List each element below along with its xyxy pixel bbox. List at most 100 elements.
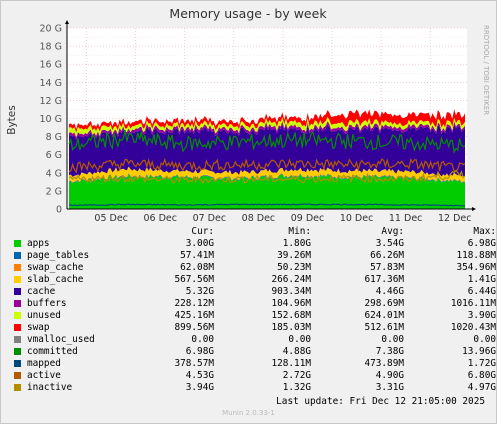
min-value: 104.96M	[271, 298, 311, 309]
y-tick-label: 14 G	[40, 78, 62, 89]
y-tick-label: 20 G	[40, 24, 62, 35]
min-value: 152.68M	[271, 310, 311, 321]
min-value: 50.23M	[277, 262, 311, 273]
legend-row-vmalloc-used: vmalloc_used 0.00 0.00 0.00 0.00	[14, 334, 496, 346]
x-tick-label: 12 Dec	[438, 213, 472, 224]
y-tick-label: 0	[56, 205, 62, 216]
legend-row-slab-cache: slab_cache 567.56M 266.24M 617.36M 1.41G	[14, 274, 496, 286]
cur-value: 899.56M	[174, 322, 214, 333]
x-tick-label: 06 Dec	[144, 213, 178, 224]
avg-value: 66.26M	[370, 250, 404, 261]
min-value: 1.32G	[282, 382, 311, 393]
line-active	[68, 157, 466, 174]
y-tick-labels: 0 2 G 4 G 6 G 8 G 10 G 12 G 14 G 16 G 18 G 20 G	[40, 24, 62, 216]
y-tick-label: 8 G	[46, 132, 62, 143]
legend-row-cache: cache 5.32G 903.34M 4.46G 6.44G	[14, 286, 496, 298]
avg-value: 7.38G	[375, 346, 404, 357]
avg-value: 3.54G	[375, 238, 404, 249]
series-name: unused	[27, 310, 61, 321]
area-apps	[69, 173, 465, 209]
y-axis-arrow	[65, 20, 69, 24]
legend-row-swap-cache: swap_cache 62.08M 50.23M 57.83M 354.96M	[14, 262, 496, 274]
cur-value: 6.98G	[185, 346, 214, 357]
line-committed	[68, 129, 466, 154]
cur-value: 425.16M	[174, 310, 214, 321]
y-tick-label: 10 G	[40, 114, 62, 125]
legend-header: Cur: Min: Avg: Max:	[14, 226, 496, 238]
series-name: slab_cache	[27, 274, 84, 285]
max-value: 118.88M	[456, 250, 496, 261]
max-value: 1016.11M	[450, 298, 496, 309]
line-mapped	[68, 203, 466, 207]
line-inactive	[68, 169, 466, 185]
series-name: page_tables	[27, 250, 90, 261]
x-tick-label: 09 Dec	[291, 213, 325, 224]
x-tick-labels: 05 Dec 06 Dec 07 Dec 08 Dec 09 Dec 10 Dec 11 D…	[94, 213, 471, 224]
legend-row-mapped: mapped 378.57M 128.11M 473.89M 1.72G	[14, 358, 496, 370]
min-value: 266.24M	[271, 274, 311, 285]
series-name: active	[27, 370, 61, 381]
x-tick-label: 05 Dec	[94, 213, 128, 224]
swatch	[14, 324, 21, 331]
min-value: 2.72G	[282, 370, 311, 381]
legend-row-apps: apps 3.00G 1.80G 3.54G 6.98G	[14, 238, 496, 250]
legend-row-active: active 4.53G 2.72G 4.90G 6.80G	[14, 370, 496, 382]
min-value: 4.88G	[282, 346, 311, 357]
legend-row-swap: swap 899.56M 185.03M 512.61M 1020.43M	[14, 322, 496, 334]
series-name: committed	[27, 346, 78, 357]
swatch	[14, 264, 21, 271]
max-value: 4.97G	[467, 382, 496, 393]
area-unused	[69, 116, 465, 138]
max-value: 6.44G	[467, 286, 496, 297]
y-tick-label: 12 G	[40, 96, 62, 107]
area-swap	[69, 109, 465, 133]
max-value: 13.96G	[462, 346, 496, 357]
series-name: swap_cache	[27, 262, 84, 273]
y-tick-label: 6 G	[46, 150, 62, 161]
area-buffers	[69, 121, 465, 140]
avg-value: 4.46G	[375, 286, 404, 297]
avg-value: 57.83M	[370, 262, 404, 273]
y-tick-label: 16 G	[40, 60, 62, 71]
series-name: inactive	[27, 382, 73, 393]
avg-value: 617.36M	[364, 274, 404, 285]
swatch	[14, 348, 21, 355]
avg-value: 624.01M	[364, 310, 404, 321]
max-value: 1.41G	[467, 274, 496, 285]
avg-value: 473.89M	[364, 358, 404, 369]
legend-row-unused: unused 425.16M 152.68M 624.01M 3.90G	[14, 310, 496, 322]
series-name: mapped	[27, 358, 61, 369]
swatch	[14, 384, 21, 391]
avg-value: 512.61M	[364, 322, 404, 333]
cur-value: 3.94G	[185, 382, 214, 393]
cur-value: 57.41M	[180, 250, 214, 261]
max-value: 3.90G	[467, 310, 496, 321]
y-axis-label: Bytes	[6, 105, 18, 134]
legend-row-inactive: inactive 3.94G 1.32G 3.31G 4.97G	[14, 382, 496, 394]
avg-value: 3.31G	[375, 382, 404, 393]
cur-value: 4.53G	[185, 370, 214, 381]
swatch	[14, 252, 21, 259]
cur-value: 567.56M	[174, 274, 214, 285]
avg-value: 4.90G	[375, 370, 404, 381]
max-value: 354.96M	[456, 262, 496, 273]
cur-value: 228.12M	[174, 298, 214, 309]
max-value: 0.00	[473, 334, 496, 345]
y-tick-label: 18 G	[40, 42, 62, 53]
header-cur: Cur:	[191, 226, 214, 237]
cur-value: 378.57M	[174, 358, 214, 369]
series-name: apps	[27, 238, 50, 249]
max-value: 1020.43M	[450, 322, 496, 333]
y-tick-label: 4 G	[46, 168, 62, 179]
swatch	[14, 300, 21, 307]
swatch	[14, 240, 21, 247]
chart-title: Memory usage - by week	[169, 6, 327, 21]
legend-row-committed: committed 6.98G 4.88G 7.38G 13.96G	[14, 346, 496, 358]
min-value: 39.26M	[277, 250, 311, 261]
avg-value: 0.00	[381, 334, 404, 345]
series-name: buffers	[27, 298, 67, 309]
axes	[65, 20, 476, 211]
max-value: 6.80G	[467, 370, 496, 381]
cur-value: 0.00	[191, 334, 214, 345]
